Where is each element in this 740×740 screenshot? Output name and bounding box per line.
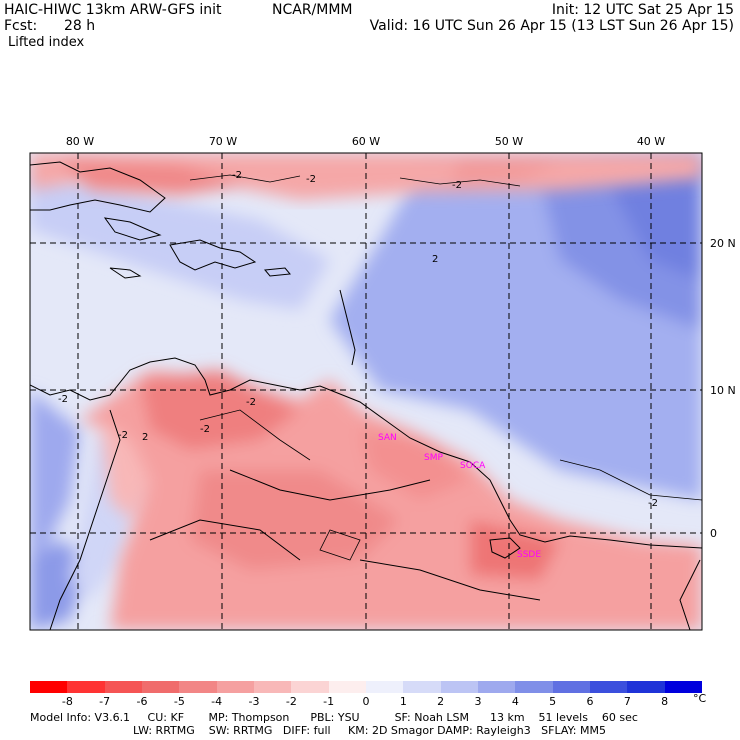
contour-land-1 [199, 409, 311, 461]
colorbar-tick-label: -6 [136, 695, 148, 708]
colorbar-swatch [104, 681, 143, 693]
lon-label: 50 W [495, 135, 523, 148]
lon-label: 80 W [66, 135, 94, 148]
colorbar-unit: °C [693, 692, 707, 705]
lon-label: 60 W [352, 135, 380, 148]
contour-label: -2 [118, 430, 128, 441]
east-boundary [679, 559, 701, 630]
colorbar-swatch [440, 681, 479, 693]
colorbar-swatch [216, 681, 255, 693]
colorbar-tick-label: 8 [661, 695, 669, 708]
colorbar-swatch [664, 681, 703, 693]
jamaica-coast [109, 267, 142, 279]
contour-label: -2 [306, 174, 316, 185]
coastlines [30, 161, 702, 630]
colorbar-tick-label: -2 [285, 695, 297, 708]
colorbar-swatch [590, 681, 628, 693]
colorbar-swatch [552, 681, 591, 693]
contour-lines [189, 174, 702, 561]
inner-boundary-2 [229, 469, 431, 501]
contour-label: -2 [452, 180, 462, 191]
contour-label: -2 [58, 394, 68, 405]
station-label: SMP [424, 453, 443, 463]
lat-label: 20 N [710, 237, 736, 250]
inner-boundary-1 [149, 519, 301, 561]
contour-label: -2 [648, 498, 658, 509]
colorbar-tick-label: -5 [173, 695, 185, 708]
colorbar-swatch [366, 681, 404, 693]
contour-label: 2 [142, 432, 148, 443]
colorbar-tick-label: 4 [511, 695, 519, 708]
colorbar-swatch [328, 681, 367, 693]
map-frame [29, 152, 703, 631]
lat-lon-grid [30, 153, 702, 630]
puerto-rico-coast [264, 267, 291, 277]
forecast-label: Fcst: [4, 18, 38, 34]
colorbar-tick-label: 7 [623, 695, 631, 708]
colorbar-tick-label: -8 [61, 695, 73, 708]
lat-label: 10 N [710, 384, 736, 397]
lon-label: 70 W [209, 135, 237, 148]
colorbar-swatch [403, 681, 442, 693]
inner-boundary-3 [359, 559, 541, 601]
station-group: SAN SMP SOCA SSDE [378, 433, 541, 560]
colorbar-tick-label: 2 [437, 695, 445, 708]
map-field: -2 -2 -2 -2 -2 -2 -2 -2 2 2 SAN SMP SOCA… [30, 153, 702, 630]
contour-label: -2 [232, 170, 242, 181]
contour-label: -2 [200, 424, 210, 435]
colorbar-tick-label: 1 [399, 695, 407, 708]
contour-north-2 [399, 177, 521, 187]
lon-label: 40 W [637, 135, 665, 148]
contour-east [559, 459, 702, 501]
colorbar-tick-label: -1 [323, 695, 335, 708]
latitude-labels: 20 N 10 N 0 [710, 237, 736, 540]
colorbar-tick-label: 0 [362, 695, 370, 708]
contour-land-2 [319, 529, 361, 561]
contour-label: 2 [432, 254, 438, 265]
station-label: SSDE [517, 550, 541, 560]
longitude-labels: 80 W 70 W 60 W 50 W 40 W [66, 135, 665, 148]
marajo-island-coast [489, 537, 521, 559]
contour-label: -2 [246, 397, 256, 408]
valid-time: Valid: 16 UTC Sun 26 Apr 15 (13 LST Sun … [369, 18, 734, 34]
pacific-coast [49, 409, 121, 630]
colorbar-tick-label: -7 [99, 695, 111, 708]
colorbar-tick-label: -3 [248, 695, 260, 708]
colorbar-swatch [142, 681, 180, 693]
station-label: SOCA [460, 461, 486, 471]
colorbar-tick-label: -4 [211, 695, 223, 708]
lat-label: 0 [710, 527, 717, 540]
cuba-east-coast [103, 217, 162, 241]
colorbar-swatch [515, 681, 554, 693]
field-name: Lifted index [8, 35, 85, 50]
colorbar-tick-label: 5 [549, 695, 557, 708]
colorbar-swatch [30, 681, 68, 693]
model-title: HAIC-HIWC 13km ARW-GFS init [4, 2, 222, 18]
forecast-hour: 28 h [64, 18, 96, 34]
station-label: SAN [378, 433, 397, 443]
source-label: NCAR/MMM [272, 2, 353, 18]
physics-info-line: LW: RRTMG SW: RRTMG DIFF: full KM: 2D Sm… [133, 724, 606, 737]
colorbar-swatch [291, 681, 330, 693]
init-time: Init: 12 UTC Sat 25 Apr 15 [551, 2, 734, 18]
model-info-line: Model Info: V3.6.1 CU: KF MP: Thompson P… [30, 711, 638, 724]
south-america-unstable [80, 370, 702, 630]
colorbar-swatch [67, 681, 106, 693]
colorbar-swatch [478, 681, 516, 693]
cuba-florida-coast [30, 161, 166, 213]
contour-north-1 [189, 174, 301, 183]
colorbar-tick-label: 6 [586, 695, 594, 708]
lesser-antilles-arc [339, 289, 356, 366]
contour-label-group: -2 -2 -2 -2 -2 -2 -2 -2 2 2 [58, 170, 658, 509]
colorbar-tick-label: 3 [474, 695, 482, 708]
atlantic-stable-region [30, 153, 702, 630]
northern-south-america-coast [30, 357, 702, 549]
colorbar-swatch [254, 681, 292, 693]
colorbar-swatch [179, 681, 218, 693]
hispaniola-coast [169, 239, 257, 271]
colorbar-swatch [627, 681, 666, 693]
